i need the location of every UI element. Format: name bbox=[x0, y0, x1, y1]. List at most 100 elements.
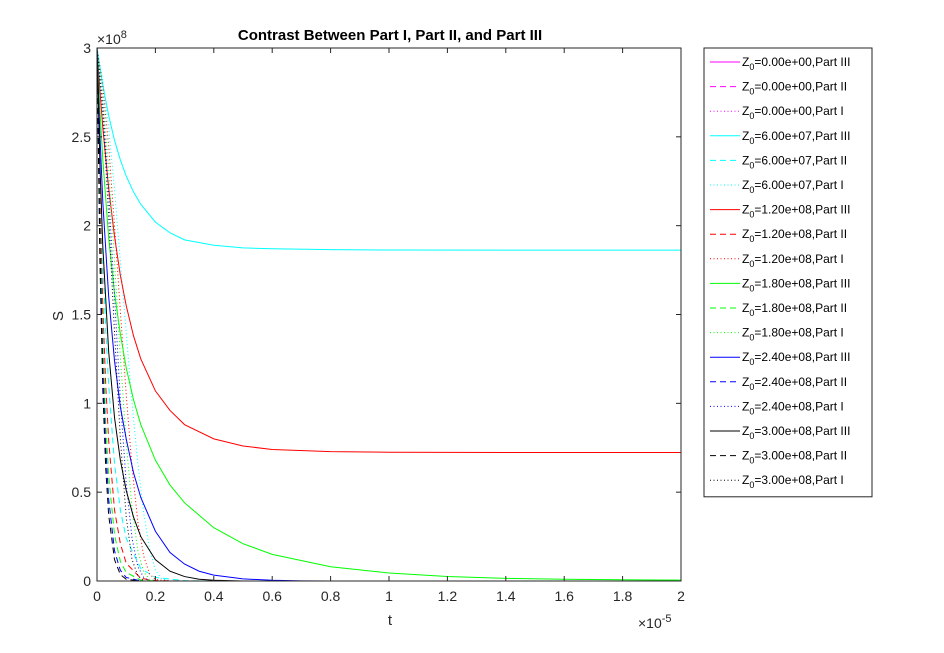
legend-entry-text: =0.00e+00,Part I bbox=[754, 104, 843, 118]
legend-entry: Z0=6.00e+07,Part III bbox=[742, 129, 850, 146]
legend-entry-subscript: 0 bbox=[749, 406, 754, 416]
y-tick-label: 2.5 bbox=[72, 129, 92, 145]
legend-entry: Z0=1.20e+08,Part I bbox=[742, 252, 844, 269]
legend-entry-prefix: Z bbox=[742, 276, 749, 290]
x-tick-label: 0.4 bbox=[204, 588, 224, 604]
legend-entry: Z0=2.40e+08,Part I bbox=[742, 399, 844, 416]
legend-entry-text: =1.80e+08,Part II bbox=[754, 301, 847, 315]
x-tick-label: 1.4 bbox=[496, 588, 516, 604]
series-line-8 bbox=[97, 47, 185, 582]
legend-entry: Z0=1.80e+08,Part III bbox=[742, 276, 850, 293]
legend-entry-prefix: Z bbox=[742, 449, 749, 463]
legend-entry: Z0=3.00e+08,Part III bbox=[742, 424, 850, 441]
x-tick-label: 0.2 bbox=[146, 588, 166, 604]
y-axis-exponent-base: ×10 bbox=[97, 31, 121, 47]
x-tick-label: 1 bbox=[385, 588, 393, 604]
legend-entry-subscript: 0 bbox=[749, 185, 754, 195]
legend-entry: Z0=0.00e+00,Part II bbox=[742, 80, 847, 97]
x-tick-label: 0 bbox=[93, 588, 101, 604]
legend-entry: Z0=2.40e+08,Part III bbox=[742, 350, 850, 367]
legend-entry-text: =6.00e+07,Part II bbox=[754, 153, 847, 167]
series-line-14 bbox=[97, 47, 141, 582]
legend-entry-subscript: 0 bbox=[749, 160, 754, 170]
legend-entry-subscript: 0 bbox=[749, 357, 754, 367]
x-axis-exponent-base: ×10 bbox=[638, 615, 662, 631]
legend-entry-prefix: Z bbox=[742, 424, 749, 438]
legend-entry-prefix: Z bbox=[742, 227, 749, 241]
legend-entry-subscript: 0 bbox=[749, 480, 754, 490]
legend-entry-subscript: 0 bbox=[749, 283, 754, 293]
x-axis-exponent-power: -5 bbox=[662, 613, 672, 625]
legend-entry-text: =6.00e+07,Part I bbox=[754, 178, 843, 192]
legend-entry: Z0=3.00e+08,Part I bbox=[742, 473, 844, 490]
legend-entry-subscript: 0 bbox=[749, 431, 754, 441]
x-axis-exponent: ×10-5 bbox=[638, 613, 672, 631]
legend-entry-text: =0.00e+00,Part II bbox=[754, 80, 847, 94]
y-axis-label: S bbox=[50, 311, 67, 321]
legend-entry-text: =2.40e+08,Part I bbox=[754, 399, 843, 413]
legend-entry-subscript: 0 bbox=[749, 210, 754, 220]
legend-entry: Z0=1.80e+08,Part II bbox=[742, 301, 847, 318]
series-line-7 bbox=[97, 47, 681, 454]
legend-entry-text: =2.40e+08,Part II bbox=[754, 375, 847, 389]
legend-entry: Z0=6.00e+07,Part II bbox=[742, 153, 847, 170]
legend-entry-subscript: 0 bbox=[749, 87, 754, 97]
series-line-17 bbox=[97, 47, 141, 582]
legend-entry-prefix: Z bbox=[742, 375, 749, 389]
legend-entry-text: =2.40e+08,Part III bbox=[754, 350, 850, 364]
chart-title: Contrast Between Part I, Part II, and Pa… bbox=[238, 27, 542, 44]
x-tick-label: 0.8 bbox=[321, 588, 341, 604]
y-axis-exponent-power: 8 bbox=[121, 29, 127, 41]
legend-entry: Z0=0.00e+00,Part III bbox=[742, 55, 850, 72]
x-tick-label: 1.2 bbox=[438, 588, 458, 604]
series-line-4 bbox=[97, 47, 681, 251]
legend-entry: Z0=0.00e+00,Part I bbox=[742, 104, 844, 121]
legend-entry-text: =3.00e+08,Part I bbox=[754, 473, 843, 487]
x-tick-label: 0.6 bbox=[262, 588, 282, 604]
legend-entry: Z0=1.80e+08,Part I bbox=[742, 326, 844, 343]
series-line-15 bbox=[97, 47, 150, 582]
legend-entry: Z0=1.20e+08,Part II bbox=[742, 227, 847, 244]
legend-entry-prefix: Z bbox=[742, 326, 749, 340]
y-tick-label: 1.5 bbox=[72, 307, 92, 323]
legend-entry-text: =6.00e+07,Part III bbox=[754, 129, 850, 143]
legend-entry-text: =1.80e+08,Part I bbox=[754, 326, 843, 340]
legend-entry-prefix: Z bbox=[742, 301, 749, 315]
x-axis-label: t bbox=[388, 612, 393, 629]
legend-entry-subscript: 0 bbox=[749, 333, 754, 343]
legend-entry: Z0=6.00e+07,Part I bbox=[742, 178, 844, 195]
legend-entry-prefix: Z bbox=[742, 129, 749, 143]
y-tick-label: 0 bbox=[83, 573, 91, 589]
legend-entry-prefix: Z bbox=[742, 55, 749, 69]
series-line-6 bbox=[97, 47, 185, 582]
legend-entry-subscript: 0 bbox=[749, 259, 754, 269]
legend-entry-prefix: Z bbox=[742, 399, 749, 413]
legend-entry-text: =1.20e+08,Part III bbox=[754, 203, 850, 217]
legend-entry-text: =0.00e+00,Part III bbox=[754, 55, 850, 69]
legend-entry: Z0=3.00e+08,Part II bbox=[742, 449, 847, 466]
legend-entry-prefix: Z bbox=[742, 178, 749, 192]
legend-entry-text: =3.00e+08,Part II bbox=[754, 449, 847, 463]
y-tick-label: 2 bbox=[83, 218, 91, 234]
x-tick-label: 1.6 bbox=[554, 588, 574, 604]
legend-entry-subscript: 0 bbox=[749, 382, 754, 392]
legend-entry-prefix: Z bbox=[742, 350, 749, 364]
legend-entry-text: =1.20e+08,Part I bbox=[754, 252, 843, 266]
legend-box bbox=[703, 47, 873, 498]
legend-entry: Z0=1.20e+08,Part III bbox=[742, 203, 850, 220]
legend-entry-subscript: 0 bbox=[749, 456, 754, 466]
y-tick-label: 1 bbox=[83, 395, 91, 411]
legend-entry-prefix: Z bbox=[742, 203, 749, 217]
x-tick-label: 2 bbox=[677, 588, 685, 604]
legend-entry-subscript: 0 bbox=[749, 234, 754, 244]
legend-entry: Z0=2.40e+08,Part II bbox=[742, 375, 847, 392]
legend-entry-text: =3.00e+08,Part III bbox=[754, 424, 850, 438]
y-axis-exponent: ×108 bbox=[97, 29, 127, 47]
legend-entry-subscript: 0 bbox=[749, 62, 754, 72]
legend-entry-prefix: Z bbox=[742, 104, 749, 118]
legend-entry-text: =1.80e+08,Part III bbox=[754, 276, 850, 290]
legend-entry-prefix: Z bbox=[742, 473, 749, 487]
legend-entry-text: =1.20e+08,Part II bbox=[754, 227, 847, 241]
legend-entry-subscript: 0 bbox=[749, 136, 754, 146]
